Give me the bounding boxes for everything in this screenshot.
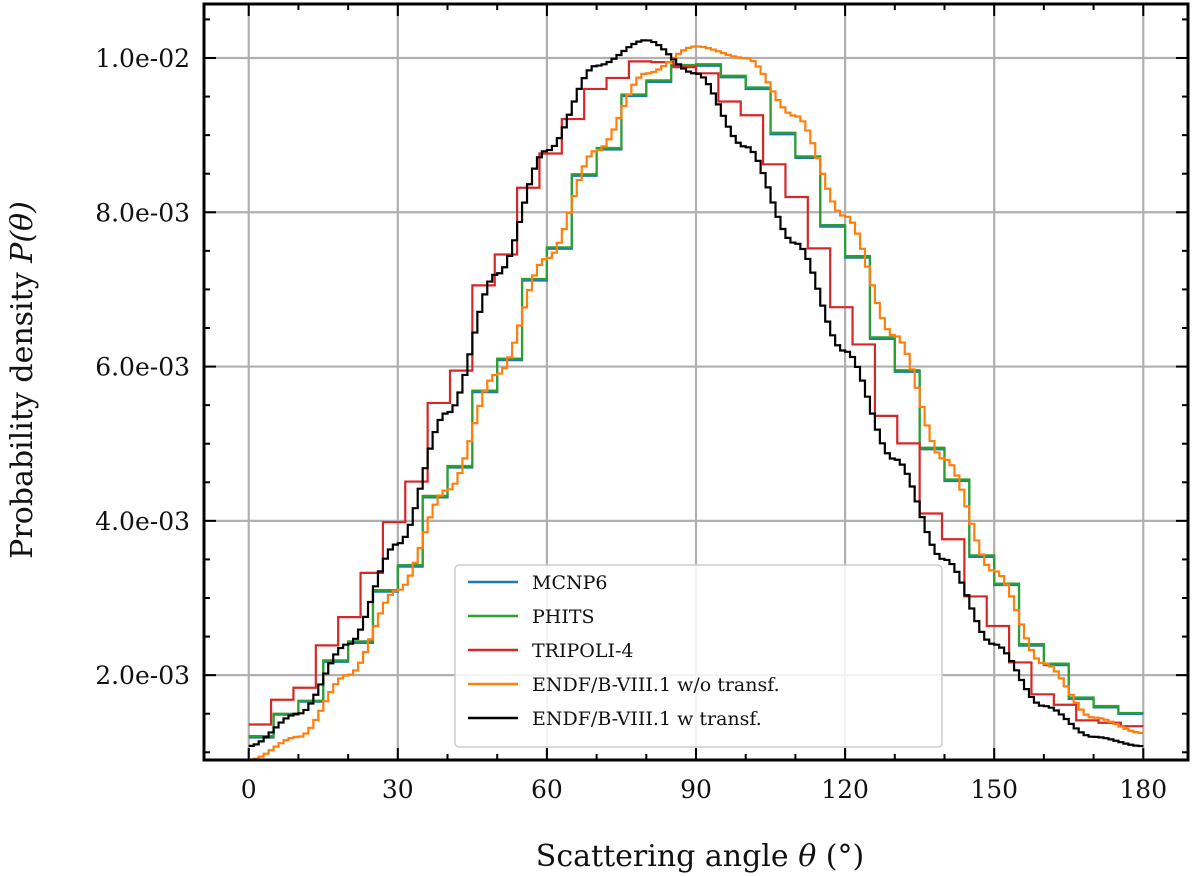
grid [204,4,1188,760]
x-tick-label: 90 [680,775,712,804]
x-tick-label: 60 [531,775,563,804]
x-tick-label: 180 [1119,775,1167,804]
x-tick-label: 30 [382,775,414,804]
y-axis-label: Probability density P(θ) [5,201,40,559]
y-tick-label: 8.0e-03 [95,198,190,227]
legend-box [454,564,943,748]
x-tick-label: 120 [821,775,869,804]
legend: MCNP6 PHITS TRIPOLI-4 ENDF/B-VIII.1 w/o tra… [454,564,943,748]
series-line-tripoli-4 [248,60,1144,728]
y-ticks: 2.0e-03 4.0e-03 6.0e-03 8.0e-03 1.0e-02 [95,18,1188,754]
y-tick-label: 2.0e-03 [95,661,190,690]
legend-label: MCNP6 [532,572,608,594]
x-axis-label: Scattering angle θ (°) [536,839,864,874]
x-ticks: 0 30 60 90 120 150 180 [241,4,1167,804]
legend-label: ENDF/B-VIII.1 w/o transf. [532,674,780,696]
y-tick-label: 6.0e-03 [95,353,190,382]
series-line-phits [248,63,1144,738]
y-tick-label: 4.0e-03 [95,507,190,536]
series-layer [248,39,1144,761]
series-line-endf-b-viii-1-w-transf- [248,39,1144,748]
series-line-endf-b-viii-1-w-o-transf- [248,45,1144,761]
y-tick-label: 1.0e-02 [95,44,190,73]
x-tick-label: 150 [970,775,1018,804]
legend-label: TRIPOLI-4 [532,640,633,662]
legend-label: PHITS [532,606,595,628]
legend-label: ENDF/B-VIII.1 w transf. [532,708,762,730]
x-tick-label: 0 [241,775,257,804]
